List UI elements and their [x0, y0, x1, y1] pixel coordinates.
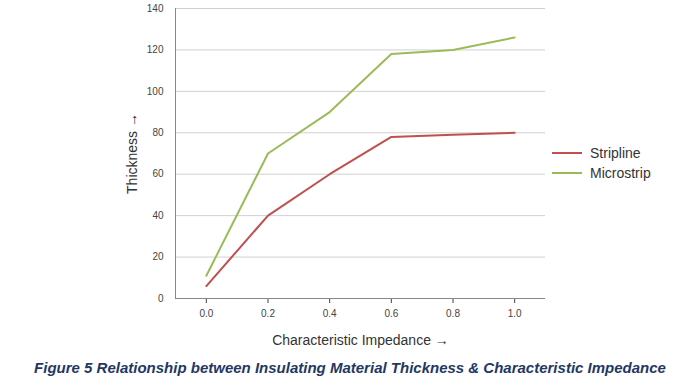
svg-text:0.2: 0.2 [261, 308, 275, 319]
svg-text:0.0: 0.0 [199, 308, 213, 319]
svg-text:Characteristic Impedance →: Characteristic Impedance → [272, 332, 449, 348]
svg-text:1.0: 1.0 [508, 308, 522, 319]
svg-text:0.6: 0.6 [384, 308, 398, 319]
html-text:Microstrip: Microstrip [590, 165, 651, 181]
svg-text:140: 140 [147, 3, 164, 14]
svg-text:20: 20 [152, 251, 164, 262]
svg-text:100: 100 [147, 86, 164, 97]
svg-text:60: 60 [152, 168, 164, 179]
svg-text:80: 80 [152, 127, 164, 138]
svg-text:0.4: 0.4 [323, 308, 337, 319]
html-text:Stripline: Stripline [590, 145, 641, 161]
svg-text:120: 120 [147, 44, 164, 55]
html-text:Figure 5 Relationship between: Figure 5 Relationship between Insulating… [34, 359, 666, 376]
svg-text:0.8: 0.8 [446, 308, 460, 319]
svg-text:Thickness →: Thickness → [124, 113, 140, 194]
svg-text:0: 0 [158, 293, 164, 304]
svg-text:40: 40 [152, 210, 164, 221]
